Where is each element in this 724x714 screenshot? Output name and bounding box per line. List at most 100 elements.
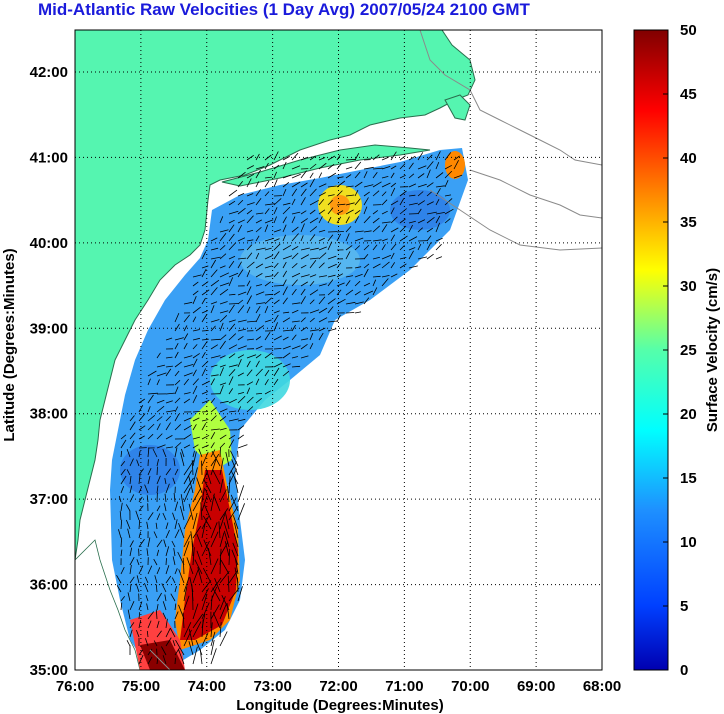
velocity-arrow bbox=[318, 157, 326, 161]
colorbar-tick-label: 15 bbox=[680, 470, 697, 487]
velocity-arrow bbox=[336, 176, 344, 179]
velocity-arrow bbox=[417, 165, 427, 170]
velocity-arrow bbox=[192, 411, 201, 413]
velocity-arrow bbox=[147, 392, 158, 395]
velocity-arrow bbox=[183, 398, 191, 404]
velocity-arrow bbox=[228, 304, 235, 314]
velocity-arrow bbox=[273, 151, 279, 161]
velocity-arrow bbox=[129, 458, 134, 467]
velocity-arrow bbox=[144, 484, 149, 494]
velocity-arrow bbox=[246, 209, 253, 215]
velocity-arrow bbox=[174, 447, 178, 458]
velocity-arrow bbox=[327, 172, 337, 179]
velocity-arrow bbox=[228, 376, 234, 386]
velocity-arrow bbox=[183, 301, 193, 305]
velocity-arrow bbox=[182, 612, 185, 629]
velocity-arrow bbox=[156, 416, 163, 422]
velocity-arrow bbox=[327, 255, 337, 260]
velocity-arrow bbox=[381, 275, 390, 278]
velocity-arrow bbox=[138, 413, 146, 422]
velocity-arrow bbox=[399, 208, 407, 215]
velocity-arrow bbox=[228, 333, 237, 341]
velocity-arrow bbox=[192, 385, 198, 395]
velocity-arrow bbox=[354, 189, 359, 197]
velocity-arrow bbox=[399, 235, 408, 242]
velocity-arrow bbox=[273, 367, 280, 377]
velocity-arrow bbox=[183, 622, 192, 638]
velocity-arrow bbox=[327, 234, 334, 242]
velocity-arrow bbox=[381, 199, 388, 206]
velocity-arrow bbox=[146, 521, 149, 530]
velocity-arrow bbox=[183, 424, 193, 431]
velocity-arrow bbox=[126, 448, 131, 458]
velocity-arrow bbox=[327, 194, 335, 197]
velocity-arrow bbox=[309, 188, 317, 197]
velocity-arrow bbox=[228, 255, 236, 260]
velocity-arrow bbox=[363, 290, 374, 296]
velocity-arrow bbox=[192, 488, 202, 503]
velocity-arrow bbox=[192, 358, 198, 368]
velocity-arrow bbox=[363, 206, 368, 215]
velocity-arrow bbox=[219, 315, 228, 323]
velocity-arrow bbox=[273, 238, 280, 242]
velocity-arrow bbox=[201, 314, 208, 323]
velocity-arrow bbox=[210, 604, 220, 620]
velocity-arrow bbox=[336, 203, 346, 206]
velocity-arrow bbox=[162, 612, 167, 620]
velocity-arrow bbox=[219, 229, 229, 233]
velocity-arrow bbox=[363, 268, 369, 278]
velocity-arrow bbox=[218, 521, 221, 539]
velocity-arrow bbox=[426, 201, 434, 206]
velocity-arrow bbox=[390, 187, 396, 197]
velocity-arrow bbox=[228, 210, 239, 215]
velocity-arrow bbox=[255, 219, 262, 224]
velocity-arrow bbox=[372, 172, 378, 179]
velocity-arrow bbox=[129, 421, 136, 431]
x-tick-label: 70:00 bbox=[451, 678, 489, 695]
velocity-arrow bbox=[264, 191, 270, 197]
velocity-arrow bbox=[300, 170, 307, 179]
velocity-arrow bbox=[318, 216, 323, 224]
velocity-arrow bbox=[129, 564, 132, 575]
velocity-arrow bbox=[156, 466, 158, 476]
velocity-arrow bbox=[172, 512, 176, 521]
velocity-arrow bbox=[345, 194, 355, 197]
velocity-arrow bbox=[183, 577, 190, 593]
velocity-arrow bbox=[190, 531, 194, 548]
velocity-arrow bbox=[264, 247, 272, 251]
velocity-arrow bbox=[291, 173, 301, 179]
velocity-arrow bbox=[156, 399, 165, 404]
velocity-arrow bbox=[255, 252, 260, 260]
velocity-arrow bbox=[197, 566, 203, 584]
velocity-arrow bbox=[426, 191, 432, 197]
velocity-arrow bbox=[309, 329, 319, 332]
velocity-arrow bbox=[363, 244, 370, 251]
velocity-arrow bbox=[156, 592, 162, 602]
velocity-arrow bbox=[372, 256, 381, 260]
velocity-arrow bbox=[363, 263, 370, 269]
velocity-arrow bbox=[147, 620, 152, 629]
velocity-arrow bbox=[210, 374, 219, 377]
velocity-arrow bbox=[153, 640, 158, 647]
velocity-arrow bbox=[201, 460, 203, 476]
velocity-arrow bbox=[202, 567, 212, 584]
velocity-arrow bbox=[126, 519, 131, 530]
velocity-arrow bbox=[165, 546, 170, 557]
velocity-arrow bbox=[417, 191, 424, 197]
velocity-arrow bbox=[120, 434, 127, 440]
velocity-arrow bbox=[210, 305, 215, 314]
y-tick-label: 35:00 bbox=[30, 662, 68, 679]
velocity-arrow bbox=[435, 215, 441, 224]
velocity-arrow bbox=[162, 512, 167, 521]
velocity-arrow bbox=[146, 630, 149, 638]
velocity-arrow bbox=[219, 340, 226, 350]
velocity-arrow bbox=[228, 242, 236, 251]
velocity-arrow bbox=[138, 425, 146, 431]
y-tick-label: 41:00 bbox=[30, 149, 68, 166]
velocity-arrow bbox=[273, 322, 278, 332]
velocity-arrow bbox=[309, 163, 317, 170]
velocity-arrow bbox=[435, 185, 445, 188]
velocity-arrow bbox=[196, 477, 203, 494]
velocity-arrow bbox=[214, 578, 221, 593]
velocity-arrow bbox=[219, 310, 229, 314]
